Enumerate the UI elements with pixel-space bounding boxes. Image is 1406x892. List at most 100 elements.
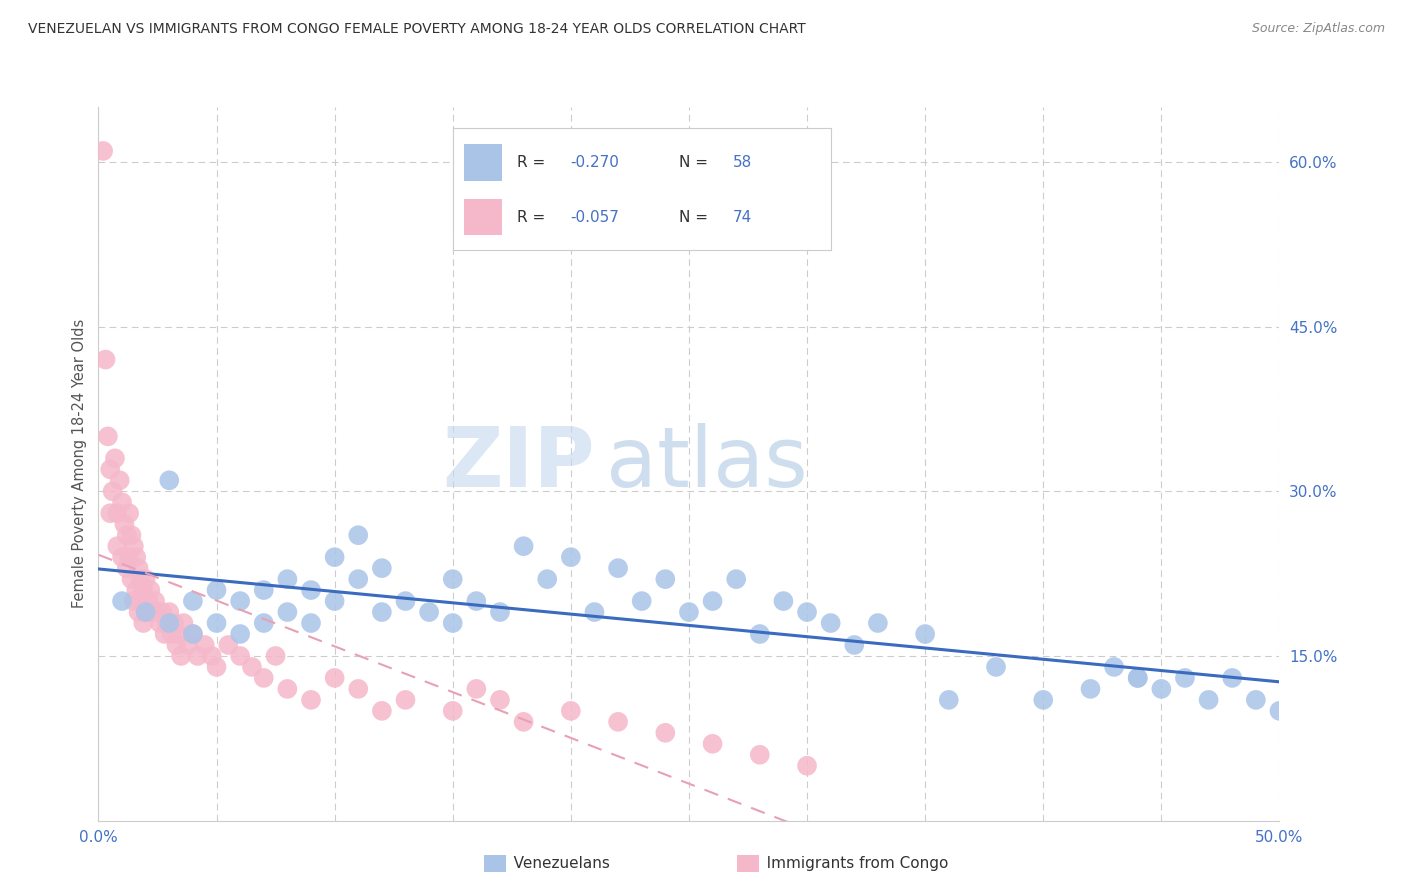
Point — [276, 681, 298, 696]
Point — [866, 615, 889, 630]
Point — [347, 528, 370, 542]
Point — [125, 583, 148, 598]
Point — [104, 451, 127, 466]
Text: Venezuelans: Venezuelans — [499, 856, 610, 871]
Point — [98, 506, 121, 520]
Point — [725, 572, 748, 586]
Point — [1220, 671, 1243, 685]
Point — [489, 693, 512, 707]
Point — [135, 572, 157, 586]
Point — [160, 627, 183, 641]
Point — [98, 462, 121, 476]
Point — [371, 561, 394, 575]
Point — [1150, 681, 1173, 696]
Point — [299, 583, 322, 598]
Point — [181, 594, 204, 608]
Point — [229, 627, 252, 641]
Point — [240, 660, 263, 674]
Point — [465, 681, 488, 696]
Point — [163, 615, 186, 630]
Point — [984, 660, 1007, 674]
Point — [132, 583, 155, 598]
Point — [229, 594, 252, 608]
Text: VENEZUELAN VS IMMIGRANTS FROM CONGO FEMALE POVERTY AMONG 18-24 YEAR OLDS CORRELA: VENEZUELAN VS IMMIGRANTS FROM CONGO FEMA… — [28, 22, 806, 37]
Point — [253, 671, 276, 685]
Point — [129, 572, 152, 586]
Point — [111, 495, 134, 509]
Point — [1174, 671, 1197, 685]
Point — [264, 648, 287, 663]
Point — [394, 594, 416, 608]
Point — [101, 484, 124, 499]
Text: Source: ZipAtlas.com: Source: ZipAtlas.com — [1251, 22, 1385, 36]
Point — [156, 615, 179, 630]
Text: atlas: atlas — [606, 424, 808, 504]
Point — [97, 429, 120, 443]
Point — [772, 594, 794, 608]
Point — [149, 615, 172, 630]
Text: Immigrants from Congo: Immigrants from Congo — [752, 856, 949, 871]
Point — [1080, 681, 1102, 696]
Point — [844, 638, 866, 652]
Point — [347, 681, 370, 696]
Point — [165, 638, 187, 652]
Point — [1032, 693, 1054, 707]
Point — [914, 627, 936, 641]
Point — [418, 605, 440, 619]
Point — [489, 605, 512, 619]
Point — [121, 528, 143, 542]
Point — [1102, 660, 1125, 674]
Point — [441, 572, 464, 586]
Point — [187, 648, 209, 663]
Point — [115, 528, 138, 542]
Point — [441, 704, 464, 718]
Point — [91, 144, 114, 158]
Point — [181, 627, 204, 641]
Point — [128, 561, 150, 575]
Point — [143, 594, 166, 608]
Point — [129, 594, 152, 608]
Point — [157, 615, 180, 630]
Point — [465, 594, 488, 608]
Point — [118, 506, 141, 520]
Point — [323, 594, 346, 608]
Point — [122, 594, 145, 608]
Point — [121, 572, 143, 586]
Point — [820, 615, 842, 630]
Point — [132, 615, 155, 630]
Point — [170, 648, 193, 663]
Point — [108, 473, 131, 487]
Point — [122, 539, 145, 553]
Point — [135, 605, 157, 619]
Point — [299, 693, 322, 707]
Point — [146, 605, 169, 619]
Point — [194, 638, 217, 652]
Point — [135, 605, 157, 619]
Point — [560, 550, 582, 565]
Point — [512, 539, 534, 553]
Point — [607, 561, 630, 575]
Point — [748, 747, 770, 762]
Point — [153, 627, 176, 641]
Point — [167, 627, 190, 641]
Point — [112, 517, 135, 532]
Point — [630, 594, 652, 608]
Point — [1198, 693, 1220, 707]
Point — [205, 660, 228, 674]
Point — [323, 671, 346, 685]
Point — [512, 714, 534, 729]
Point — [139, 583, 162, 598]
Point — [654, 726, 676, 740]
Point — [229, 648, 252, 663]
Point — [253, 583, 276, 598]
Point — [583, 605, 606, 619]
Point — [654, 572, 676, 586]
Point — [323, 550, 346, 565]
Point — [157, 605, 180, 619]
Point — [702, 594, 724, 608]
Point — [177, 638, 200, 652]
Point — [1268, 704, 1291, 718]
Point — [157, 473, 180, 487]
Point — [536, 572, 558, 586]
Point — [441, 615, 464, 630]
